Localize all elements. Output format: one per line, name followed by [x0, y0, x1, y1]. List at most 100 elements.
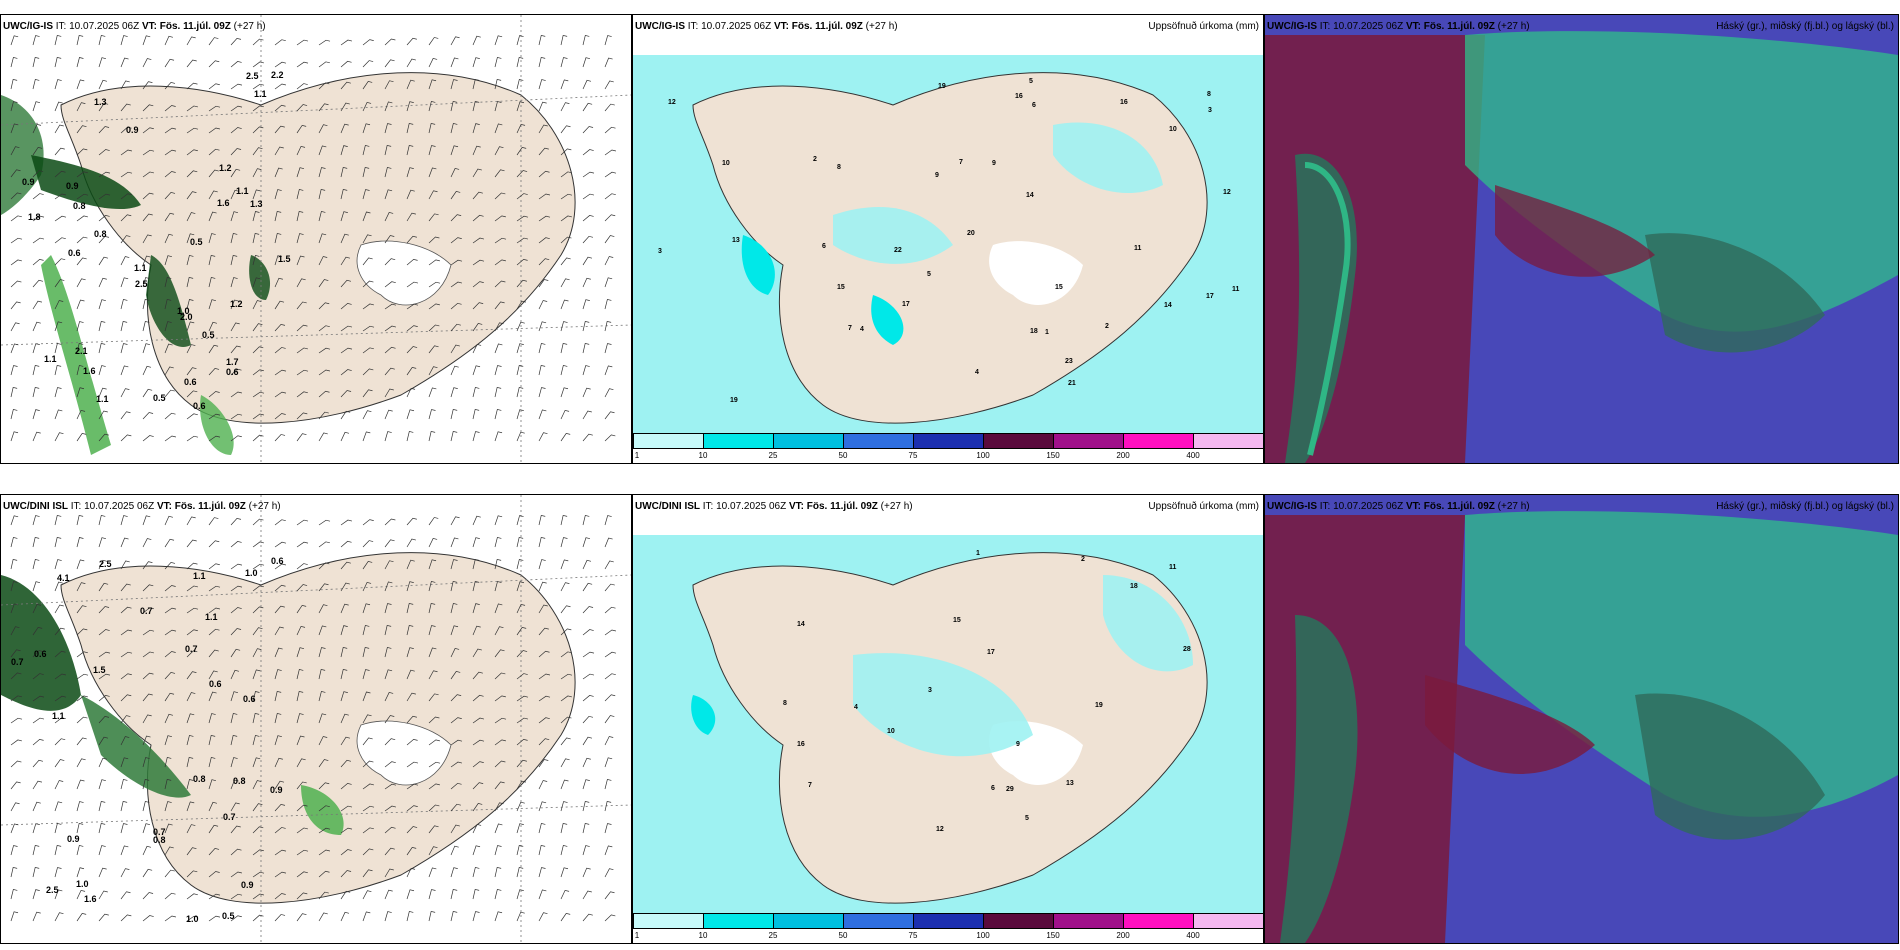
wind-barb: [208, 649, 219, 658]
value-label: 23: [1065, 358, 1073, 365]
wind-barb: [54, 170, 66, 178]
panel-field-label: Uppsöfnuð úrkoma (mm): [1148, 501, 1259, 512]
wind-barb: [428, 889, 436, 900]
wind-barb: [450, 100, 458, 112]
wind-barb: [604, 35, 612, 46]
wind-barb: [340, 166, 348, 178]
wind-barb: [604, 651, 617, 658]
value-label: 18: [1130, 583, 1138, 590]
wind-barb: [142, 58, 152, 68]
wind-barb: [538, 650, 550, 658]
wind-barb: [428, 409, 436, 420]
value-label: 0.8: [233, 776, 246, 786]
wind-barb: [164, 692, 175, 702]
colorbar-swatch: [983, 913, 1054, 929]
wind-barb: [494, 739, 506, 746]
wind-barb: [32, 536, 40, 548]
wind-barb: [582, 34, 590, 46]
colorbar-swatch: [843, 433, 914, 449]
wind-barb: [164, 298, 172, 310]
wind-barb: [516, 844, 524, 856]
wind-barb: [98, 365, 106, 376]
wind-barb: [560, 215, 572, 222]
wind-barb: [560, 673, 573, 680]
wind-barb: [560, 342, 568, 354]
wind-barb: [340, 145, 348, 156]
wind-barb: [164, 846, 174, 856]
wind-barb: [186, 413, 198, 420]
value-label: 0.9: [67, 834, 80, 844]
wind-barb: [406, 79, 415, 90]
wind-barb: [384, 692, 394, 702]
wind-barb: [604, 560, 614, 570]
value-label: 1.1: [205, 612, 218, 622]
wind-barb: [252, 648, 262, 658]
wind-barb: [32, 626, 43, 636]
wind-barb: [186, 585, 198, 592]
wind-barb: [406, 144, 414, 156]
value-label: 9: [992, 160, 996, 167]
value-label: 19: [1095, 702, 1103, 709]
wind-barb: [472, 717, 485, 724]
wind-barb: [32, 321, 41, 332]
panel-title: UWC/IG-IS IT: 10.07.2025 06Z VT: Fös. 11…: [3, 21, 266, 32]
wind-barb: [362, 561, 373, 570]
value-label: 1: [976, 550, 980, 557]
wind-barb: [208, 83, 220, 90]
wind-barb: [582, 277, 591, 288]
wind-barb: [362, 101, 372, 112]
wind-barb: [604, 800, 612, 812]
wind-barb: [560, 605, 571, 614]
wind-barb: [494, 603, 503, 614]
wind-barb: [186, 870, 198, 878]
wind-barb: [516, 193, 528, 200]
wind-barb: [296, 347, 308, 354]
wind-barb: [428, 647, 437, 658]
wind-barb: [450, 214, 462, 222]
wind-barb: [538, 844, 546, 856]
wind-barb: [142, 412, 154, 420]
wind-barb: [582, 651, 595, 658]
wind-barb: [362, 189, 370, 200]
wind-barb: [274, 413, 286, 420]
wind-barb: [76, 537, 84, 548]
wind-barb: [472, 35, 481, 46]
wind-barb: [10, 695, 22, 702]
value-label: 18: [1030, 328, 1038, 335]
wind-barb: [186, 82, 198, 90]
wind-barb: [274, 757, 283, 768]
wind-barb: [340, 188, 348, 200]
wind-barb: [516, 559, 524, 570]
wind-barb: [516, 866, 524, 878]
value-label: 22: [894, 247, 902, 254]
wind-barb: [252, 232, 260, 244]
wind-barb: [406, 303, 419, 310]
wind-barb: [428, 739, 440, 746]
wind-barb: [32, 739, 44, 746]
wind-barb: [494, 537, 502, 548]
wind-barb: [516, 515, 524, 526]
wind-barb: [472, 214, 484, 222]
wind-barb: [362, 691, 371, 702]
wind-barb: [98, 822, 106, 834]
wind-barb: [208, 670, 218, 680]
wind-barb: [428, 846, 438, 856]
wind-barb: [428, 625, 436, 636]
wind-barb: [318, 103, 329, 112]
wind-barb: [362, 603, 371, 614]
wind-barb: [384, 889, 393, 900]
wind-barb: [120, 606, 132, 614]
wind-barb: [76, 34, 84, 46]
value-label: 5: [1025, 815, 1029, 822]
wind-barb: [582, 102, 593, 112]
wind-barb: [76, 79, 85, 90]
wind-barb: [98, 215, 110, 222]
wind-barb: [164, 778, 172, 790]
wind-barb: [450, 408, 458, 420]
wind-barb: [10, 823, 19, 834]
wind-barb: [318, 167, 326, 178]
wind-barb: [186, 321, 195, 332]
value-label: 0.6: [184, 377, 197, 387]
wind-barb: [406, 538, 416, 548]
value-label: 29: [1006, 786, 1014, 793]
